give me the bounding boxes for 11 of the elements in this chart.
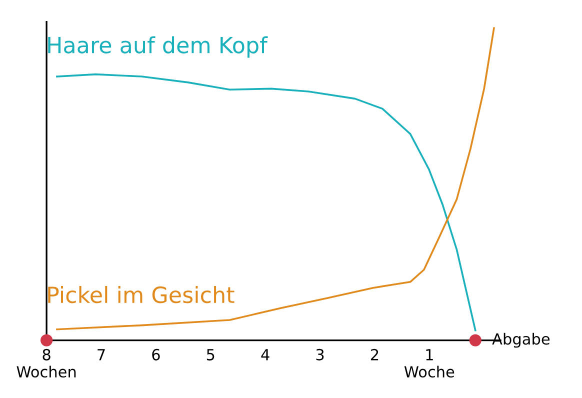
x-tick-label: 7 (98, 349, 105, 360)
series-label: Haare auf dem Kopf (48, 36, 268, 58)
x-tick-label: 8 Wochen (16, 348, 76, 378)
annotation: Abgabe (492, 332, 550, 348)
x-tick-label: 6 (152, 348, 160, 360)
x-tick-label: 3 (316, 348, 324, 360)
x-tick-label: 2 (370, 348, 378, 360)
series-label: Pickel im Gesicht (48, 286, 234, 304)
x-tick-label: 5 (206, 349, 214, 360)
x-tick-label: 4 (261, 349, 270, 360)
x-tick-label: 1 Woche (404, 349, 454, 378)
